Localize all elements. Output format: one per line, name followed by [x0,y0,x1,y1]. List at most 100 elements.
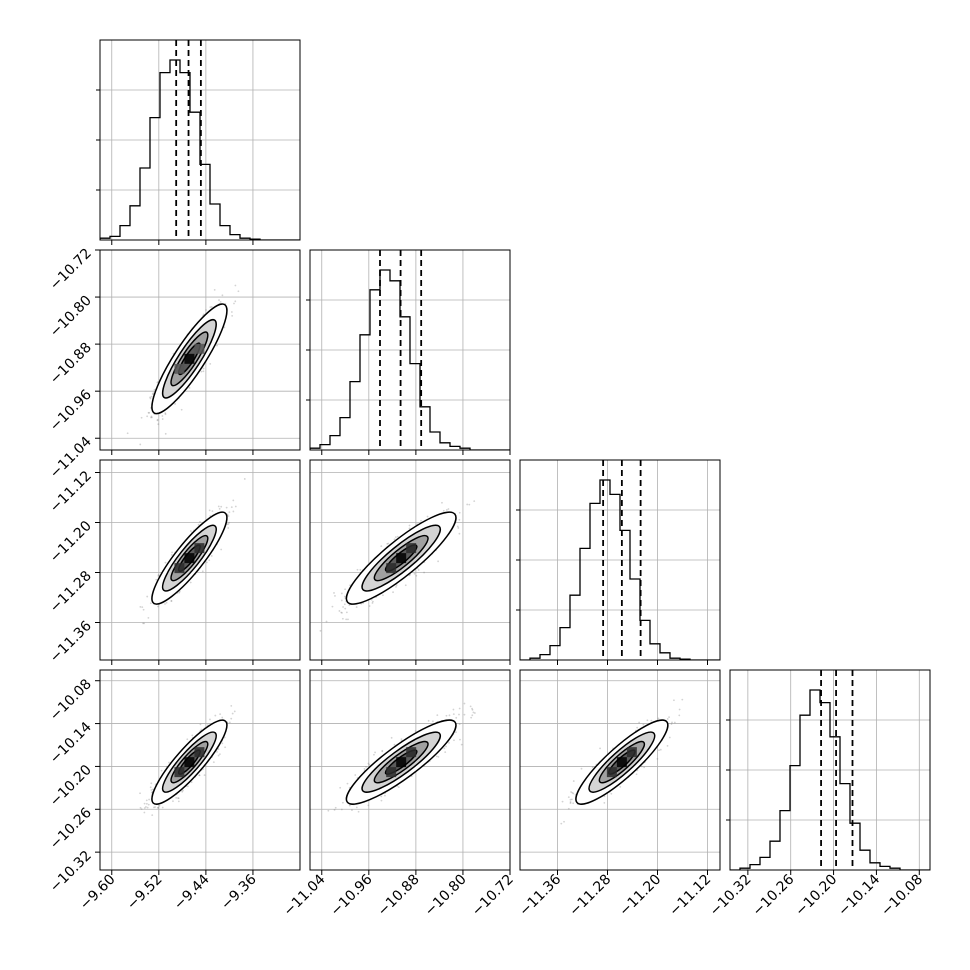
scatter-point [211,510,214,513]
scatter-point [393,538,396,541]
scatter-point [149,786,152,789]
scatter-point [224,746,227,749]
scatter-point [348,604,351,606]
scatter-point [147,411,150,414]
scatter-point [148,411,151,414]
scatter-point [160,769,163,772]
scatter-point [387,542,390,545]
scatter-point [153,388,156,391]
scatter-point [205,309,207,311]
y-tick-label: −11.28 [47,568,95,616]
scatter-point [319,629,322,632]
scatter-point [146,595,149,598]
scatter-point [325,620,328,623]
scatter-point [234,284,237,287]
scatter-point [216,750,218,753]
scatter-point [151,393,154,395]
y-tick-label: −10.72 [47,246,95,294]
scatter-point [331,605,334,608]
scatter-point [149,397,152,400]
scatter-point [227,527,230,529]
scatter-point [170,600,173,602]
scatter-point [157,423,160,426]
scatter-point [164,432,167,435]
scatter-point [231,315,234,317]
scatter-point [355,606,358,608]
scatter-point [198,774,201,777]
scatter-point [201,570,204,573]
scatter-point [441,501,443,504]
y-tick-label: −11.20 [47,518,95,566]
scatter-point [156,381,159,384]
scatter-point [458,511,461,514]
scatter-point [458,532,461,535]
scatter-point [170,600,173,602]
scatter-point [458,518,461,521]
scatter-point [139,443,142,446]
scatter-point [197,523,200,526]
scatter-point [148,798,150,801]
scatter-point [150,416,152,419]
scatter-point [210,306,213,308]
scatter-point [333,592,335,594]
scatter-clip [319,500,476,632]
scatter-point [413,572,416,575]
scatter-point [147,803,150,806]
scatter-panel-2-1 [309,459,511,665]
scatter-point [343,595,346,598]
scatter-point [232,499,235,502]
scatter-point [158,804,161,807]
scatter-point [209,362,212,365]
density-cell [174,363,185,374]
scatter-point [343,603,346,606]
scatter-point [220,505,223,508]
scatter-point [456,525,459,528]
scatter-point [175,796,178,799]
scatter-point [209,306,212,309]
scatter-point [341,611,343,614]
density-cell [386,563,397,574]
y-tick-label: −10.88 [47,340,95,388]
scatter-point [234,300,237,303]
scatter-point [156,418,159,421]
histogram-step-2 [520,479,720,660]
scatter-point [150,395,153,398]
scatter-point [164,412,167,415]
scatter-point [214,714,217,717]
scatter-point [164,561,167,564]
density-cell [396,553,407,564]
scatter-point [442,509,445,512]
scatter-point [170,554,173,556]
histogram-panel-2 [516,459,721,665]
histogram-panel-0 [96,39,301,245]
scatter-point [415,574,418,577]
scatter-point [213,288,216,291]
scatter-point [232,510,235,513]
scatter-point [208,559,211,562]
scatter-point [164,413,167,416]
scatter-point [417,569,420,571]
scatter-point [423,571,425,574]
scatter-point [341,617,344,620]
scatter-point [228,511,231,513]
scatter-point [208,509,211,512]
scatter-clip [139,705,236,817]
scatter-point [157,574,160,577]
scatter-point [189,581,192,584]
scatter-point [157,806,160,809]
scatter-point [199,520,201,523]
scatter-point [178,591,181,594]
scatter-panel-2-0: −11.36−11.28−11.20−11.12 [47,459,301,666]
scatter-point [371,602,374,604]
scatter-point [143,622,146,625]
scatter-point [447,508,450,510]
scatter-point [386,542,389,545]
scatter-point [228,521,231,524]
scatter-point [142,608,145,611]
scatter-point [457,527,460,529]
scatter-point [153,806,155,809]
density-cell [184,353,195,364]
scatter-point [392,591,394,594]
scatter-point [380,545,383,548]
